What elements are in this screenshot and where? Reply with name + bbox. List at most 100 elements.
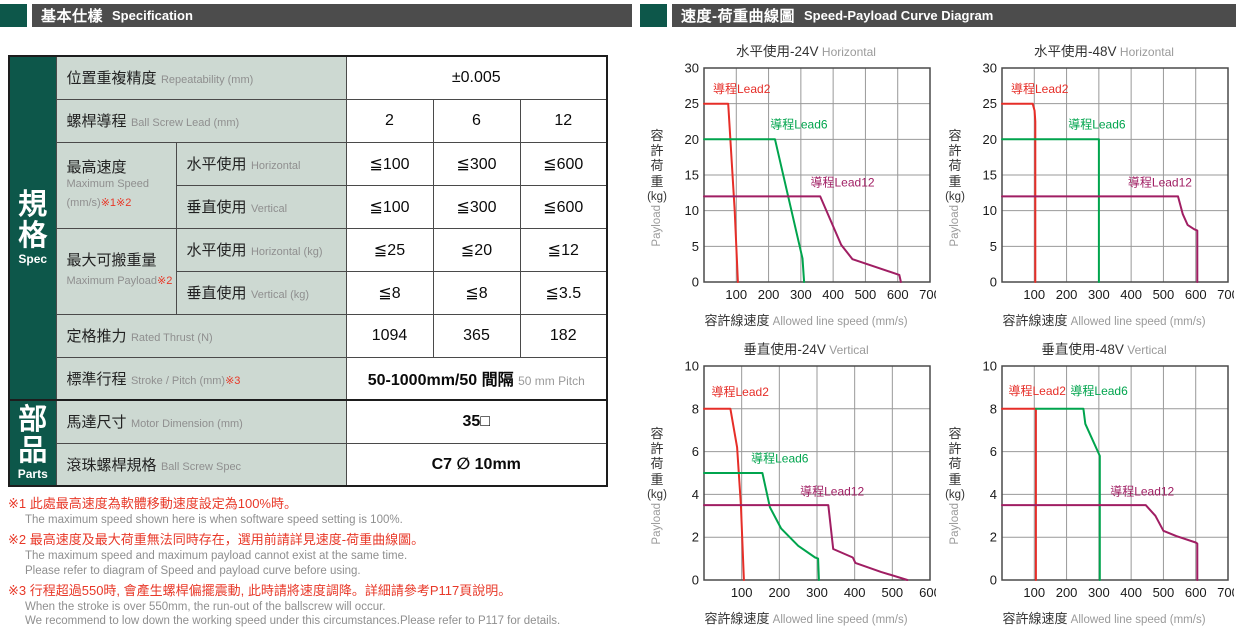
svg-text:700: 700 xyxy=(919,287,936,302)
thrust-value-2: 365 xyxy=(432,313,521,358)
svg-text:2: 2 xyxy=(692,530,699,545)
footnote-3-zh: ※3 行程超過550時, 會產生螺桿偏擺震動, 此時請將速度調降。詳細請參考P1… xyxy=(8,582,512,598)
svg-text:500: 500 xyxy=(855,287,877,302)
chart-vertical-48v: 垂直使用-48V Vertical 容許荷重 (kg) Payload 導程Lead2 導… xyxy=(940,338,1236,628)
max-payload-label: 最大可搬重量 Maximum Payload※2 xyxy=(55,227,177,315)
svg-text:300: 300 xyxy=(1088,585,1110,600)
footnote-3: ※3 行程超過550時, 會產生螺桿偏擺震動, 此時請將速度調降。詳細請參考P1… xyxy=(8,583,632,629)
max-payload-horizontal-v2: ≦20 xyxy=(432,227,521,272)
row-max-speed-vertical: 垂直使用 Vertical ≦100 ≦300 ≦600 xyxy=(9,184,608,229)
svg-text:200: 200 xyxy=(1056,585,1078,600)
series-label-vertical-24v: 導程Lead12 xyxy=(800,484,864,499)
svg-text:200: 200 xyxy=(768,585,790,600)
svg-text:5: 5 xyxy=(692,239,699,254)
svg-text:500: 500 xyxy=(1153,287,1175,302)
chart-title-vertical-48v: 垂直使用-48V Vertical xyxy=(1041,342,1167,357)
chart-vertical-24v: 垂直使用-24V Vertical 容許荷重 (kg) Payload 導程Lead2 導… xyxy=(642,338,940,628)
svg-text:20: 20 xyxy=(983,132,997,147)
series-label-vertical-24v: 導程Lead2 xyxy=(712,384,770,399)
thrust-value-3: 182 xyxy=(519,313,608,358)
svg-text:600: 600 xyxy=(887,287,909,302)
svg-text:20: 20 xyxy=(685,132,699,147)
svg-text:600: 600 xyxy=(1185,585,1207,600)
chart-horizontal-24v: 水平使用-24V Horizontal 容許荷重 (kg) Payload 導程Lead… xyxy=(642,40,940,330)
series-label-horizontal-48v: 導程Lead2 xyxy=(1011,81,1069,96)
repeatability-value: ±0.005 xyxy=(345,55,608,100)
svg-text:700: 700 xyxy=(1217,585,1234,600)
row-stroke: 標準行程 Stroke / Pitch (mm)※3 50-1000mm/50 … xyxy=(9,356,608,401)
svg-text:300: 300 xyxy=(806,585,828,600)
header-bar: 基本仕樣 Specification xyxy=(32,4,632,27)
series-label-horizontal-24v: 導程Lead12 xyxy=(811,174,875,189)
max-speed-vertical-v1: ≦100 xyxy=(345,184,434,229)
max-speed-vertical-v3: ≦600 xyxy=(519,184,608,229)
chart-horizontal-48v: 水平使用-48V Horizontal 容許荷重 (kg) Payload 導程Lead… xyxy=(940,40,1236,330)
y-axis-label-vertical-48v: 容許荷重 (kg) Payload xyxy=(945,425,965,545)
sidebar-spec-en: Spec xyxy=(18,252,48,267)
row-ball-screw-spec: 滾珠螺桿規格 Ball Screw Spec C7 ∅ 10mm xyxy=(9,442,608,487)
svg-text:8: 8 xyxy=(990,401,997,416)
stroke-label: 標準行程 Stroke / Pitch (mm)※3 xyxy=(55,356,347,401)
svg-text:100: 100 xyxy=(1023,287,1045,302)
series-label-vertical-48v: 導程Lead2 xyxy=(1009,383,1067,398)
footnote-2-en-2: Please refer to diagram of Speed and pay… xyxy=(25,564,361,577)
series-label-horizontal-48v: 導程Lead6 xyxy=(1068,117,1126,132)
svg-text:5: 5 xyxy=(990,239,997,254)
header-title-zh: 速度-荷重曲線圖 xyxy=(681,8,795,25)
svg-text:2: 2 xyxy=(990,530,997,545)
footnotes: ※1 此處最高速度為軟體移動速度設定為100%時。 The maximum sp… xyxy=(8,496,632,629)
chart-title-horizontal-48v: 水平使用-48V Horizontal xyxy=(1034,44,1174,59)
ballscrew-value: C7 ∅ 10mm xyxy=(345,442,608,487)
svg-text:10: 10 xyxy=(685,203,699,218)
sidebar-spec: 規格 Spec xyxy=(8,55,57,401)
row-rated-thrust: 定格推力 Rated Thrust (N) 1094 365 182 xyxy=(9,313,608,358)
stroke-value: 50-1000mm/50 間隔 50 mm Pitch xyxy=(345,356,608,401)
svg-text:200: 200 xyxy=(1056,287,1078,302)
footnote-2: ※2 最高速度及最大荷重無法同時存在，選用前請詳見速度-荷重曲線圖。 The m… xyxy=(8,532,632,578)
svg-text:100: 100 xyxy=(725,287,747,302)
series-label-vertical-24v: 導程Lead6 xyxy=(751,450,809,465)
svg-text:500: 500 xyxy=(1153,585,1175,600)
lead-value-2: 6 xyxy=(432,98,521,143)
svg-text:4: 4 xyxy=(692,487,699,502)
svg-text:0: 0 xyxy=(692,573,699,588)
charts-grid: 水平使用-24V Horizontal 容許荷重 (kg) Payload 導程Lead… xyxy=(642,40,1236,628)
svg-text:4: 4 xyxy=(990,487,997,502)
max-speed-vertical-label: 垂直使用 Vertical xyxy=(175,184,347,229)
svg-text:0: 0 xyxy=(990,573,997,588)
svg-text:400: 400 xyxy=(822,287,844,302)
svg-text:10: 10 xyxy=(983,360,997,374)
svg-text:400: 400 xyxy=(1120,287,1142,302)
svg-text:600: 600 xyxy=(1185,287,1207,302)
svg-text:500: 500 xyxy=(881,585,903,600)
specification-header: 基本仕樣 Specification xyxy=(0,4,632,27)
max-speed-horizontal-v3: ≦600 xyxy=(519,141,608,186)
max-payload-horizontal-label: 水平使用 Horizontal (kg) xyxy=(175,227,347,272)
row-repeatability: 規格 Spec 位置重複精度 Repeatability (mm) ±0.005 xyxy=(8,55,608,401)
svg-text:400: 400 xyxy=(1120,585,1142,600)
y-axis-label-horizontal-48v: 容許荷重 (kg) Payload xyxy=(945,127,965,247)
svg-text:400: 400 xyxy=(844,585,866,600)
header-title-zh: 基本仕樣 xyxy=(41,8,104,25)
speed-payload-plot-horizontal-24v: 導程Lead2 導程Lead6 導程Lead12 0 5 10 15 20 25 30 100 200… xyxy=(685,62,936,302)
max-payload-vertical-label: 垂直使用 Vertical (kg) xyxy=(175,270,347,315)
x-axis-label-horizontal-48v: 容許線速度 Allowed line speed (mm/s) xyxy=(1002,313,1206,328)
row-max-speed-horizontal: 最高速度 Maximum Speed (mm/s)※1※2 水平使用 Horiz… xyxy=(9,141,608,229)
max-speed-vertical-v2: ≦300 xyxy=(432,184,521,229)
max-speed-horizontal-v1: ≦100 xyxy=(345,141,434,186)
motor-label: 馬達尺寸 Motor Dimension (mm) xyxy=(55,399,347,444)
svg-text:300: 300 xyxy=(1088,287,1110,302)
header-bar: 速度-荷重曲線圖 Speed-Payload Curve Diagram xyxy=(672,4,1236,27)
max-payload-horizontal-v3: ≦12 xyxy=(519,227,608,272)
row-max-payload-vertical: 垂直使用 Vertical (kg) ≦8 ≦8 ≦3.5 xyxy=(9,270,608,315)
footnote-2-en-1: The maximum speed and maximum payload ca… xyxy=(25,550,408,563)
svg-text:700: 700 xyxy=(1217,287,1234,302)
repeatability-label: 位置重複精度 Repeatability (mm) xyxy=(55,55,347,100)
svg-text:100: 100 xyxy=(1023,585,1045,600)
header-accent-square xyxy=(640,4,667,27)
speed-payload-plot-vertical-24v: 導程Lead2 導程Lead6 導程Lead12 0 2 4 6 8 10 100 200 300 40… xyxy=(685,360,936,600)
header-title-en: Specification xyxy=(112,8,193,23)
series-label-horizontal-48v: 導程Lead12 xyxy=(1128,174,1192,189)
motor-value: 35□ xyxy=(345,399,608,444)
max-speed-label: 最高速度 Maximum Speed (mm/s)※1※2 xyxy=(55,141,177,229)
